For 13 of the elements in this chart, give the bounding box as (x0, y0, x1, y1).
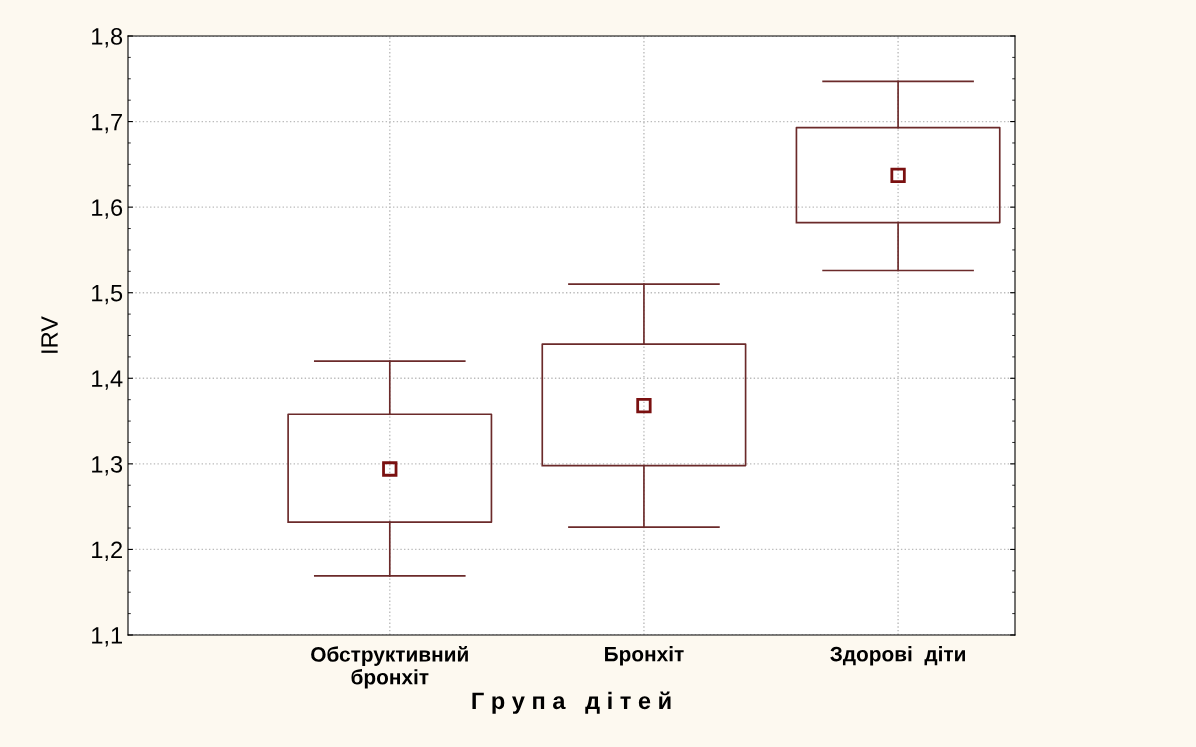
x-axis-title: Г р у п а д і т е й (472, 691, 671, 714)
y-tick-label: 1,6 (92, 199, 123, 219)
y-axis-title: IRV (41, 316, 58, 353)
y-tick-label: 1,5 (92, 285, 123, 305)
x-tick-label: Бронхіт (605, 646, 684, 666)
x-tick-label: Здорові діти (830, 646, 965, 666)
y-tick-label: 1,2 (92, 541, 122, 562)
y-tick-label: 1,7 (92, 113, 122, 134)
x-tick-label: Обструктивний бронхіт (311, 646, 468, 689)
y-tick-label: 1,1 (92, 627, 122, 647)
y-tick-label: 1,8 (92, 28, 123, 48)
y-tick-label: 1,4 (92, 370, 123, 390)
y-tick-label: 1,3 (92, 455, 123, 476)
